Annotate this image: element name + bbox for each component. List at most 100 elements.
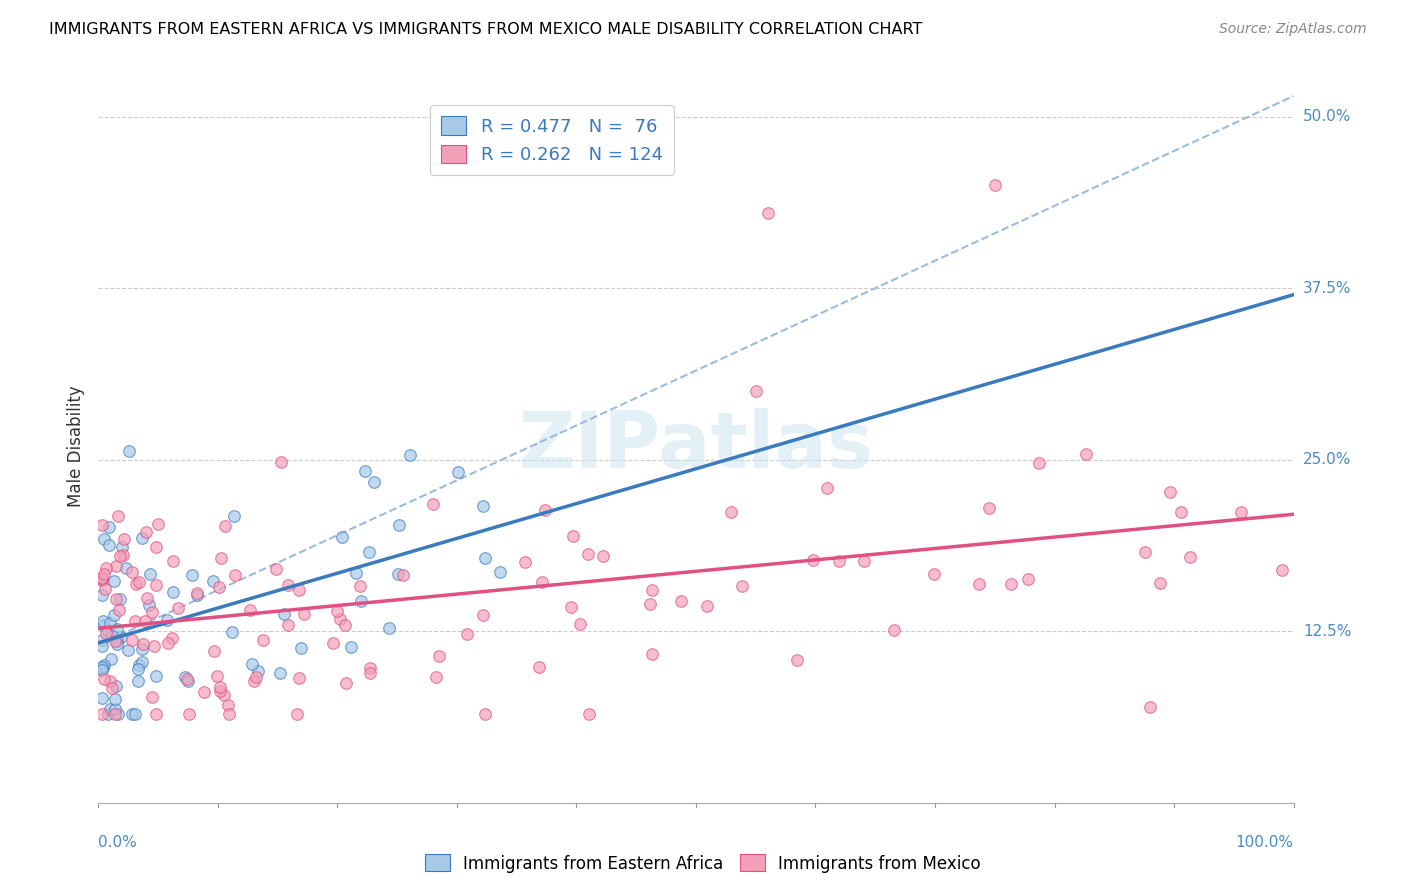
Point <box>104 692 127 706</box>
Point <box>359 660 381 674</box>
Point <box>156 636 179 650</box>
Point <box>104 634 127 648</box>
Point <box>239 603 262 617</box>
Point <box>208 580 231 594</box>
Point <box>641 647 664 661</box>
Point <box>93 672 115 686</box>
Point <box>730 579 752 593</box>
Point <box>359 545 381 559</box>
Point <box>285 706 308 721</box>
Point <box>576 547 599 561</box>
Point <box>290 641 312 656</box>
Point <box>329 612 352 626</box>
Point <box>141 605 163 619</box>
Point <box>363 475 385 489</box>
Point <box>447 466 470 480</box>
Point <box>173 670 195 684</box>
Point <box>979 501 1001 516</box>
Point <box>124 614 146 628</box>
Point <box>208 683 231 698</box>
Point <box>243 674 266 689</box>
Point <box>91 690 114 705</box>
Point <box>527 660 550 674</box>
Point <box>240 657 263 671</box>
Text: IMMIGRANTS FROM EASTERN AFRICA VS IMMIGRANTS FROM MEXICO MALE DISABILITY CORRELA: IMMIGRANTS FROM EASTERN AFRICA VS IMMIGR… <box>49 22 922 37</box>
Point <box>354 465 377 479</box>
Text: 100.0%: 100.0% <box>1236 835 1294 850</box>
Point <box>489 565 512 579</box>
Point <box>1000 576 1022 591</box>
Point <box>246 665 269 679</box>
Point <box>94 626 117 640</box>
Point <box>91 660 114 674</box>
Point <box>592 549 614 564</box>
Point <box>344 566 367 580</box>
Point <box>756 205 779 219</box>
Point <box>214 519 236 533</box>
Point <box>97 706 120 721</box>
Point <box>815 481 838 495</box>
Point <box>121 632 143 647</box>
Point <box>100 651 122 665</box>
Point <box>93 657 115 672</box>
Point <box>288 671 311 685</box>
Point <box>245 669 267 683</box>
Point <box>96 623 118 637</box>
Point <box>141 690 163 704</box>
Point <box>131 655 153 669</box>
Point <box>148 516 170 531</box>
Point <box>205 669 228 683</box>
Point <box>1159 484 1181 499</box>
Point <box>378 621 401 635</box>
Point <box>91 571 114 585</box>
Point <box>208 680 231 694</box>
Point <box>94 582 117 596</box>
Point <box>456 627 478 641</box>
Point <box>104 591 127 606</box>
Point <box>534 503 557 517</box>
Point <box>217 698 239 712</box>
Point <box>883 623 905 637</box>
Point <box>641 583 664 598</box>
Point <box>398 448 420 462</box>
Point <box>98 674 121 689</box>
Point <box>145 540 167 554</box>
Point <box>97 520 120 534</box>
Point <box>91 571 114 585</box>
Point <box>162 585 184 599</box>
Point <box>110 549 132 563</box>
Text: 37.5%: 37.5% <box>1303 281 1351 295</box>
Point <box>209 551 232 566</box>
Point <box>128 574 150 589</box>
Point <box>124 706 146 721</box>
Point <box>221 625 243 640</box>
Point <box>103 607 125 622</box>
Point <box>422 497 444 511</box>
Point <box>560 600 582 615</box>
Point <box>277 578 299 592</box>
Point <box>101 629 124 643</box>
Point <box>91 573 114 587</box>
Point <box>1178 550 1201 565</box>
Legend: Immigrants from Eastern Africa, Immigrants from Mexico: Immigrants from Eastern Africa, Immigran… <box>418 847 988 880</box>
Point <box>108 603 131 617</box>
Point <box>1017 572 1039 586</box>
Point <box>115 560 138 574</box>
Point <box>474 706 496 721</box>
Text: 50.0%: 50.0% <box>1303 109 1351 124</box>
Point <box>330 530 353 544</box>
Text: 0.0%: 0.0% <box>98 835 138 850</box>
Point <box>350 594 373 608</box>
Point <box>138 599 160 613</box>
Point <box>93 533 115 547</box>
Point <box>98 616 121 631</box>
Point <box>202 643 225 657</box>
Point <box>117 642 139 657</box>
Point <box>134 614 156 628</box>
Point <box>143 639 166 653</box>
Point <box>110 630 132 644</box>
Point <box>91 662 114 676</box>
Point <box>94 560 117 574</box>
Point <box>786 653 808 667</box>
Point <box>111 540 134 554</box>
